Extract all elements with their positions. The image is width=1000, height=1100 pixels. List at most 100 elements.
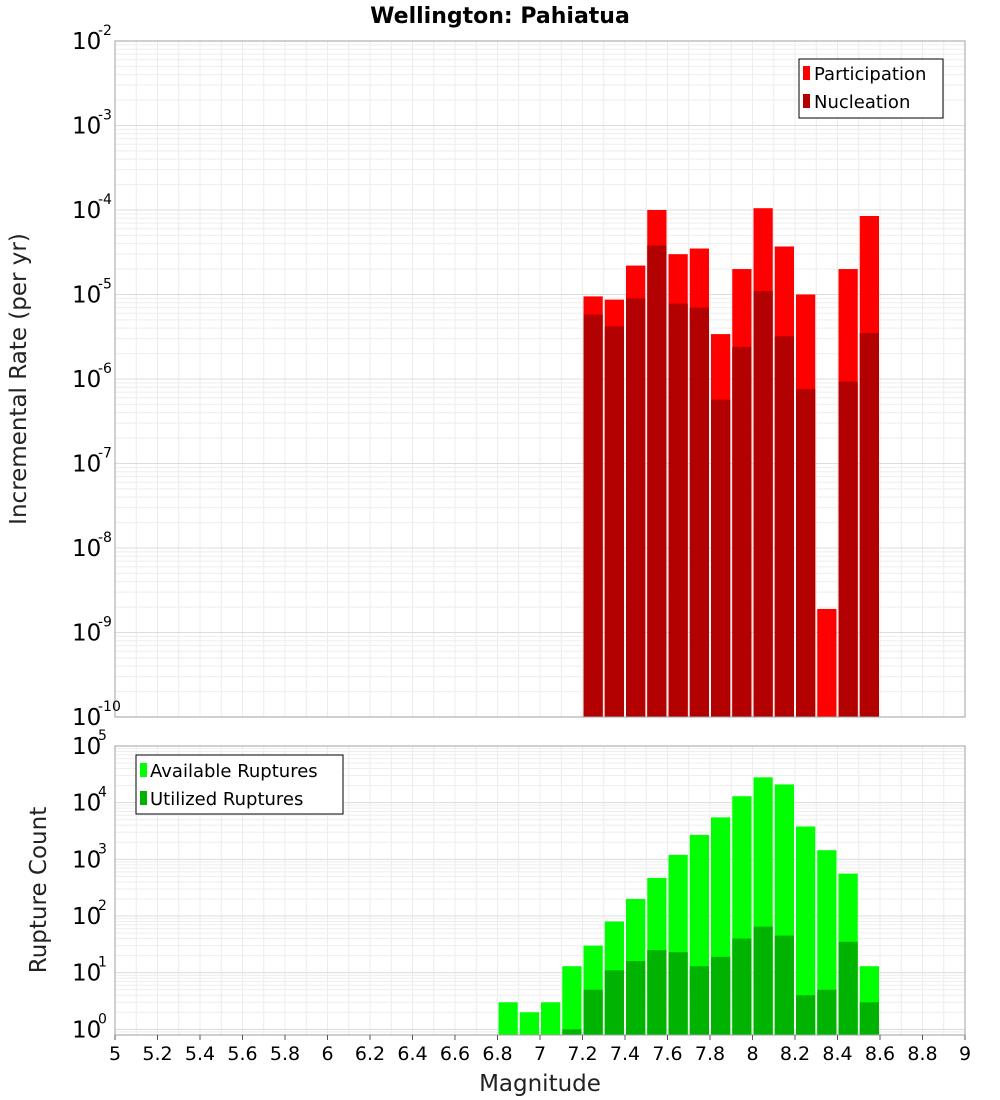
bottom-y-tick-label: 102: [72, 898, 107, 930]
x-tick-label: 8.8: [907, 1043, 937, 1065]
bottom-bar-utilized-ruptures: [626, 961, 646, 1035]
legend-utilized-ruptures: Utilized Ruptures: [150, 789, 303, 810]
bottom-bar-utilized-ruptures: [647, 950, 667, 1035]
top-bar-nucleation: [668, 303, 688, 717]
x-tick-label: 6.4: [397, 1043, 427, 1065]
tick-exponent: 1: [98, 955, 107, 971]
tick-base: 10: [72, 621, 101, 647]
bottom-bar-available-ruptures: [519, 1012, 539, 1035]
bottom-bar-available-ruptures: [796, 826, 816, 1035]
x-tick-label: 6.8: [482, 1043, 512, 1065]
bottom-y-tick-label: 103: [72, 841, 107, 873]
tick-exponent: -3: [98, 108, 112, 124]
tick-exponent: 5: [98, 728, 107, 744]
bottom-bar-utilized-ruptures: [732, 938, 752, 1035]
bottom-bar-utilized-ruptures: [668, 952, 688, 1035]
bottom-bars: [498, 777, 879, 1035]
bottom-y-tick-label: 104: [72, 785, 107, 817]
top-y-tick-label: 10-9: [72, 615, 112, 647]
tick-base: 10: [72, 904, 101, 930]
tick-base: 10: [72, 536, 101, 562]
x-tick-label: 5.4: [185, 1043, 215, 1065]
bottom-legend: Available Ruptures Utilized Ruptures: [135, 754, 344, 815]
bottom-bar-utilized-ruptures: [859, 1002, 879, 1035]
tick-exponent: 4: [98, 785, 107, 801]
top-bar-participation: [817, 608, 837, 717]
bottom-y-axis-label: Rupture Count: [26, 807, 52, 973]
top-legend-box: [798, 58, 944, 119]
top-bar-nucleation: [774, 336, 794, 717]
tick-base: 10: [72, 847, 101, 873]
x-tick-label: 7.6: [652, 1043, 682, 1065]
top-y-tick-label: 10-5: [72, 277, 112, 309]
utilized-swatch: [140, 791, 147, 805]
top-y-tick-label: 10-4: [72, 192, 112, 224]
top-bar-nucleation: [583, 314, 603, 717]
x-tick-label: 7.8: [695, 1043, 725, 1065]
tick-exponent: -10: [98, 699, 121, 715]
bottom-bar-available-ruptures: [498, 1002, 518, 1035]
top-bars: [583, 208, 879, 718]
bottom-bar-utilized-ruptures: [689, 966, 709, 1035]
tick-base: 10: [72, 283, 101, 309]
x-tick-label: 7.2: [567, 1043, 597, 1065]
x-tick-label: 6: [321, 1043, 333, 1065]
top-bar-nucleation: [732, 346, 752, 717]
top-bar-nucleation: [838, 381, 858, 717]
x-ticks: 5 5.2 5.4 5.6 5.8 6 6.2 6.4 6.6 6.8 7 7.2 7.4 7.6 7.8 8…: [109, 1035, 971, 1065]
top-legend: Participation Nucleation: [798, 58, 944, 119]
top-y-tick-label: 10-10: [72, 699, 121, 731]
legend-available-ruptures: Available Ruptures: [150, 761, 318, 782]
x-tick-label: 5.6: [227, 1043, 257, 1065]
tick-exponent: -4: [98, 192, 112, 208]
bottom-bar-available-ruptures: [562, 966, 582, 1035]
bottom-bar-utilized-ruptures: [711, 956, 731, 1035]
top-bar-nucleation: [753, 291, 773, 717]
bottom-bar-utilized-ruptures: [838, 941, 858, 1035]
tick-exponent: 0: [98, 1011, 107, 1027]
bottom-bar-available-ruptures: [541, 1002, 561, 1035]
available-swatch: [140, 763, 147, 777]
tick-exponent: -9: [98, 615, 112, 631]
tick-exponent: 3: [98, 841, 107, 857]
tick-exponent: -7: [98, 446, 112, 462]
x-tick-label: 8.6: [865, 1043, 895, 1065]
bottom-bar-utilized-ruptures: [817, 989, 837, 1035]
tick-exponent: -5: [98, 277, 112, 293]
bottom-bar-utilized-ruptures: [753, 926, 773, 1035]
top-bar-nucleation: [647, 245, 667, 717]
top-bar-nucleation: [859, 333, 879, 717]
chart-title: Wellington: Pahiatua: [370, 4, 630, 29]
top-y-tick-label: 10-8: [72, 530, 112, 562]
tick-exponent: -8: [98, 530, 112, 546]
x-tick-label: 5: [109, 1043, 121, 1065]
bottom-bar-utilized-ruptures: [796, 995, 816, 1035]
x-tick-label: 8.4: [822, 1043, 852, 1065]
top-bar-nucleation: [626, 298, 646, 717]
bottom-bar-utilized-ruptures: [774, 935, 794, 1035]
tick-base: 10: [72, 114, 101, 140]
tick-base: 10: [72, 367, 101, 393]
top-y-tick-label: 10-2: [72, 23, 112, 55]
top-plot-frame: [114, 40, 966, 718]
x-tick-label: 8.2: [780, 1043, 810, 1065]
participation-swatch: [803, 66, 810, 80]
x-tick-label: 9: [959, 1043, 971, 1065]
top-y-axis-label: Incremental Rate (per yr): [6, 233, 32, 525]
bottom-y-tick-label: 101: [72, 955, 107, 987]
tick-exponent: -6: [98, 361, 112, 377]
bottom-legend-box: [135, 754, 344, 815]
bottom-bar-utilized-ruptures: [583, 989, 603, 1035]
x-tick-label: 5.8: [270, 1043, 300, 1065]
top-bar-nucleation: [604, 326, 624, 717]
tick-base: 10: [72, 198, 101, 224]
top-bar-nucleation: [711, 399, 731, 717]
x-tick-label: 7.4: [610, 1043, 640, 1065]
top-grid: [115, 41, 965, 717]
tick-base: 10: [72, 734, 101, 760]
x-tick-label: 6.6: [440, 1043, 470, 1065]
bottom-y-tick-label: 105: [72, 728, 107, 760]
